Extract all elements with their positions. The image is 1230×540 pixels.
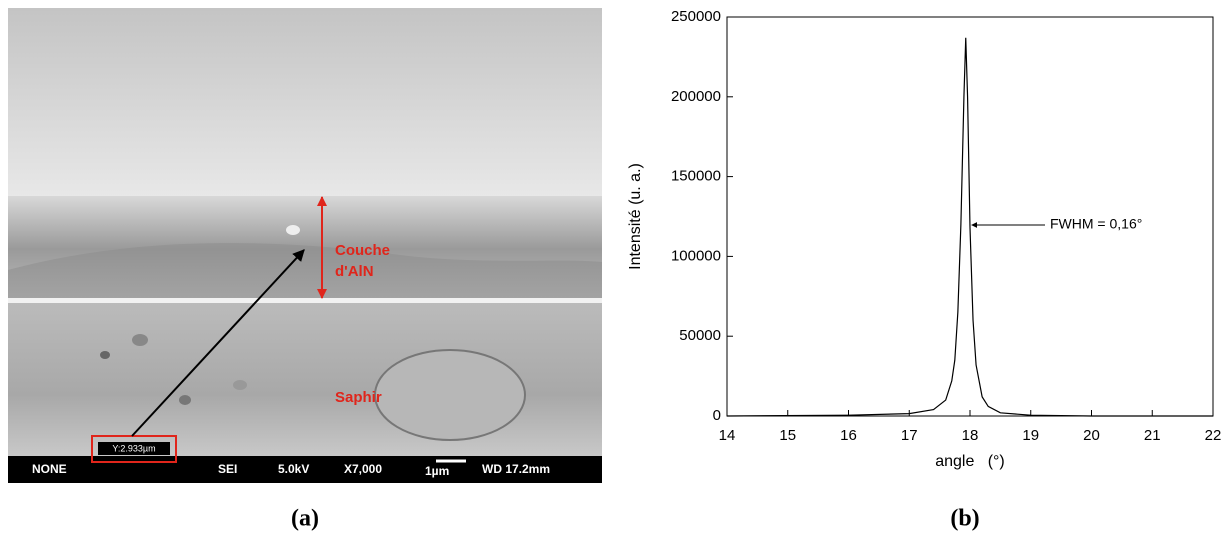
measurement-label: Y:2.933µm bbox=[112, 443, 155, 453]
layer-label: d'AlN bbox=[335, 263, 374, 280]
y-axis-label: Intensité (u. a.) bbox=[627, 163, 644, 270]
x-tick-label: 21 bbox=[1144, 427, 1161, 444]
caption: (a) bbox=[291, 506, 319, 532]
annotation: FWHM = 0,16° bbox=[1050, 216, 1142, 232]
y-tick-label: 50000 bbox=[679, 327, 721, 344]
info-text: 1µm bbox=[425, 464, 449, 478]
x-tick-label: 19 bbox=[1022, 427, 1039, 444]
info-text: X7,000 bbox=[344, 462, 382, 476]
x-tick-label: 16 bbox=[840, 427, 857, 444]
x-tick-label: 15 bbox=[779, 427, 796, 444]
info-text: WD 17.2mm bbox=[482, 462, 550, 476]
y-tick-label: 150000 bbox=[671, 168, 721, 185]
x-tick-label: 18 bbox=[962, 427, 979, 444]
chart: 0 50000 100000 150000 200000 250000 14 15 16 17 18… bbox=[627, 8, 1221, 532]
info-bar: NONE SEI 5.0kV X7,000 1µm WD 17.2mm bbox=[32, 462, 550, 478]
x-axis-label: angle (°) bbox=[935, 453, 1005, 470]
data-line bbox=[726, 37, 1213, 417]
substrate-label: Saphir bbox=[335, 389, 382, 406]
x-tick-label: 14 bbox=[719, 427, 736, 444]
info-text: 5.0kV bbox=[278, 462, 309, 476]
info-text: NONE bbox=[32, 462, 67, 476]
caption: (b) bbox=[950, 506, 979, 532]
info-text: SEI bbox=[218, 462, 237, 476]
y-tick-label: 250000 bbox=[671, 8, 721, 25]
x-tick-label: 20 bbox=[1083, 427, 1100, 444]
y-tick-label: 200000 bbox=[671, 88, 721, 105]
layer-label: Couche bbox=[335, 242, 390, 259]
y-tick-label: 0 bbox=[713, 407, 721, 424]
y-tick-label: 100000 bbox=[671, 247, 721, 264]
x-tick-label: 17 bbox=[901, 427, 918, 444]
x-tick-label: 22 bbox=[1205, 427, 1222, 444]
sem-image: NONE SEI 5.0kV X7,000 1µm WD 17.2mm Y:2.… bbox=[8, 8, 602, 483]
